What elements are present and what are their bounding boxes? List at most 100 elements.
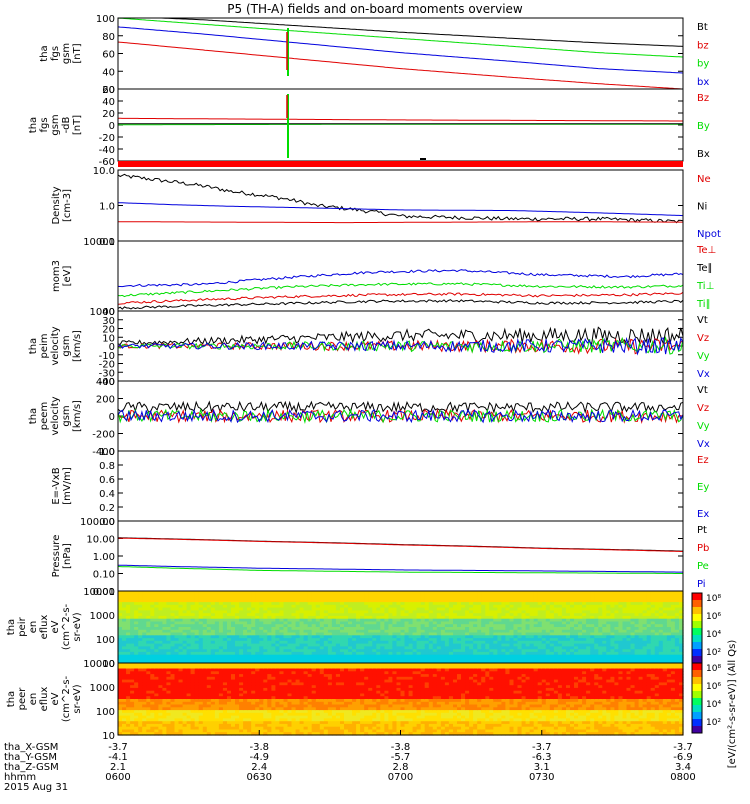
- legend-entry: Vy: [697, 351, 710, 362]
- y-axis-label: velocity: [50, 326, 61, 365]
- panel-frame: [118, 18, 683, 89]
- legend-entry: bz: [697, 40, 709, 51]
- y-tick-label: 0.6: [99, 475, 115, 486]
- legend-entry: Pi: [697, 579, 706, 590]
- y-axis-label: tha: [6, 691, 17, 707]
- figure-title: P5 (TH-A) fields and on-board moments ov…: [227, 2, 523, 16]
- y-tick-label: 1000: [90, 611, 115, 622]
- y-tick-label: 10.00: [86, 535, 115, 546]
- y-axis-label: peer: [17, 687, 28, 711]
- series-Ni-line: [118, 174, 683, 222]
- legend-entry: Vz: [697, 403, 709, 414]
- y-tick-label: 1000: [90, 683, 115, 694]
- y-tick-label: 10: [102, 731, 115, 742]
- y-tick-label: 0: [109, 412, 115, 423]
- y-tick-label: 40: [102, 97, 115, 108]
- series-by-line: [118, 18, 683, 57]
- legend-entry: Pe: [697, 561, 709, 572]
- y-axis-label: eflux: [39, 615, 50, 640]
- y-axis-label: -dB: [61, 116, 72, 133]
- y-axis-label: mom3: [51, 260, 62, 292]
- legend-entry: Bx: [697, 149, 710, 160]
- y-tick-label: 60: [102, 50, 115, 61]
- y-tick-label: 0.4: [99, 489, 115, 500]
- series-Te-line: [118, 300, 683, 309]
- y-axis-label: [cm-3]: [62, 189, 73, 222]
- legend-entry: Ni: [697, 202, 707, 213]
- y-axis-label: velocity: [50, 396, 61, 435]
- y-tick-label: 10.0: [93, 166, 115, 177]
- y-axis-label: gsm: [61, 335, 72, 356]
- y-axis-label: tha: [28, 408, 39, 424]
- y-axis-label: tha: [39, 45, 50, 61]
- y-axis-label: gsm: [50, 114, 61, 135]
- y-axis-label: peir: [17, 616, 28, 636]
- y-tick-label: 100: [96, 14, 115, 25]
- legend-entry: Ti∥: [696, 299, 711, 310]
- y-axis-label: sr-eV): [72, 612, 83, 641]
- y-tick-label: 0.8: [99, 461, 115, 472]
- y-tick-label: 0: [109, 121, 115, 132]
- y-tick-label: 1.0: [99, 447, 115, 458]
- legend-entry: Pb: [697, 543, 709, 554]
- y-axis-label: [km/s]: [72, 400, 83, 432]
- legend-entry: Vy: [697, 421, 710, 432]
- panel-pressure: Pressure[nPa]100.0010.001.000.100.01PtPb…: [51, 517, 709, 598]
- panel-frame: [118, 451, 683, 521]
- y-tick-label: 80: [102, 32, 115, 43]
- y-axis-label: (cm^2-s-: [61, 675, 72, 722]
- y-axis-label: eflux: [39, 687, 50, 712]
- y-axis-label: tha: [28, 117, 39, 133]
- y-tick-label: 400: [96, 377, 115, 388]
- y-tick-label: 40: [102, 67, 115, 78]
- series-Ne-line: [118, 222, 683, 223]
- y-axis-label: fgs: [39, 117, 50, 132]
- legend-entry: by: [697, 59, 709, 70]
- y-axis-label: [nT]: [72, 115, 83, 135]
- y-axis-label: E=-VxB: [51, 467, 62, 504]
- legend-entry: Ez: [697, 455, 709, 466]
- y-axis-label: sr-eV): [72, 684, 83, 713]
- y-axis-label: [nT]: [72, 43, 83, 63]
- legend-entry: bx: [697, 77, 709, 88]
- series-Vx-line: [118, 338, 683, 354]
- legend-entry: Ey: [697, 482, 709, 493]
- legend-entry: Ex: [697, 509, 709, 520]
- y-axis-label: en: [28, 693, 39, 706]
- y-tick-label: -20: [99, 133, 115, 144]
- y-axis-label: tha: [6, 619, 17, 635]
- y-tick-label: 100: [96, 635, 115, 646]
- legend-entry: Npot: [697, 229, 721, 240]
- y-tick-label: 10000: [83, 659, 115, 670]
- legend-entry: Ne: [697, 174, 711, 185]
- legend-entry: Pt: [697, 525, 707, 536]
- y-axis-label: peem: [39, 402, 50, 430]
- y-tick-label: 1.0: [99, 202, 115, 213]
- y-axis-label: en: [28, 621, 39, 634]
- legend-entry: Ti⊥: [696, 281, 714, 292]
- legend-entry: By: [697, 121, 710, 132]
- y-axis-label: [nPa]: [62, 543, 73, 569]
- y-tick-label: 0.2: [99, 503, 115, 514]
- y-tick-label: -200: [92, 430, 115, 441]
- series-Npot-line: [118, 203, 683, 216]
- y-tick-label: 1.00: [93, 552, 115, 563]
- y-axis-label: [km/s]: [72, 330, 83, 362]
- y-axis-label: tha: [28, 338, 39, 354]
- series-bz-line: [118, 42, 683, 89]
- series-By-line: [118, 124, 683, 125]
- y-axis-label: fgs: [50, 46, 61, 61]
- legend-entry: Bz: [697, 93, 709, 104]
- y-tick-label: 0.10: [93, 570, 115, 581]
- y-tick-label: 200: [96, 395, 115, 406]
